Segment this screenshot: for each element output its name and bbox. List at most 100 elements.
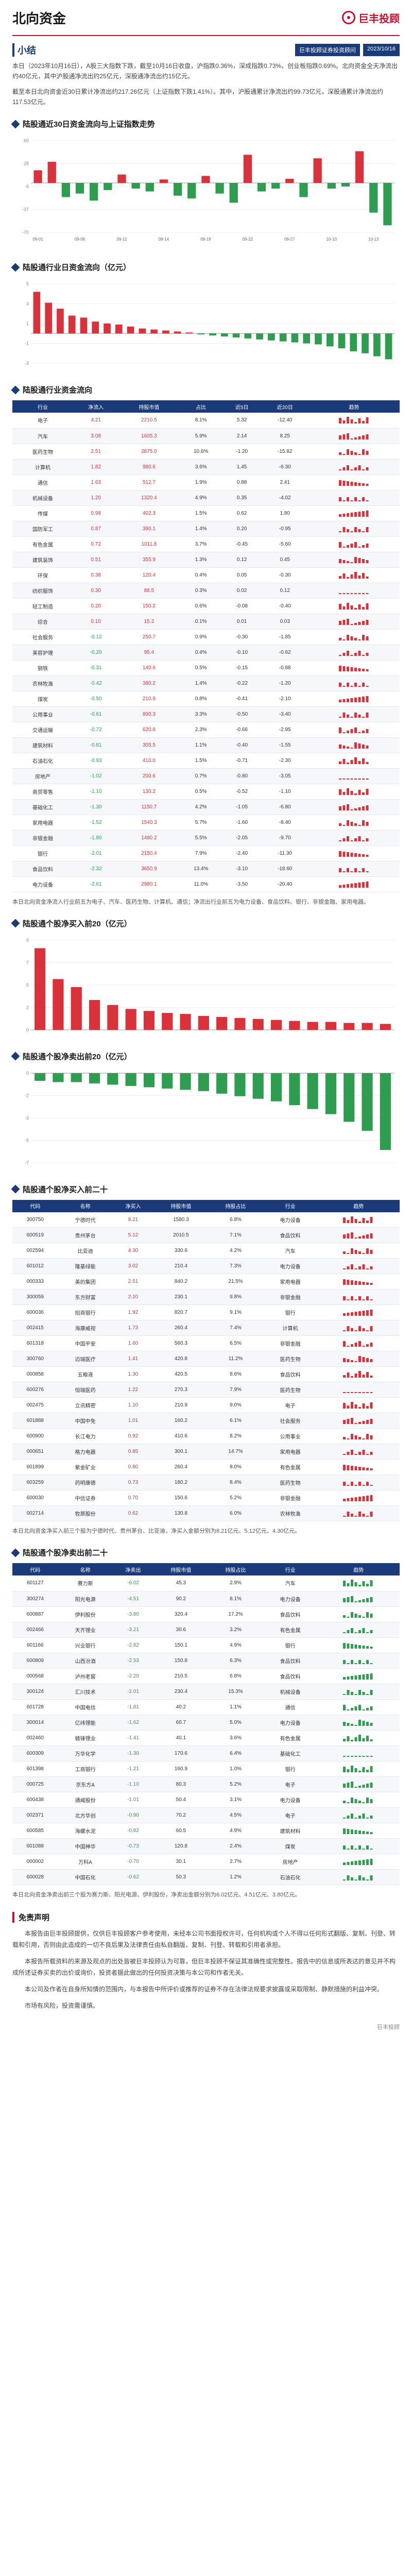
table-cell: 8.25 xyxy=(261,428,309,444)
spark-bar xyxy=(354,1281,357,1285)
table-cell: -6.80 xyxy=(261,799,309,815)
section-title-buy-table: 陆股通个股净买入前二十 xyxy=(11,1184,400,1195)
spark-bar xyxy=(342,791,346,795)
table-row: 601318 中国平安 1.60 560.3 6.5% 非银金融 xyxy=(12,1335,400,1351)
spark-bar xyxy=(366,467,369,470)
spark-bar xyxy=(342,732,346,733)
bar xyxy=(327,183,336,189)
table-cell: 50.4 xyxy=(153,1792,209,1808)
table-cell: -2.10 xyxy=(261,691,309,707)
spark-bar xyxy=(342,639,346,640)
trend-sparkline xyxy=(338,541,369,548)
table-cell xyxy=(308,552,400,568)
table-row: 600900 长江电力 0.92 410.6 8.2% 公用事业 xyxy=(12,1428,400,1444)
trend-sparkline xyxy=(338,820,369,826)
disclaimer-paragraph: 本报告由巨丰投顾提供，仅供巨丰投顾客户参考使用，未经本公司书面授权许可，任何机构… xyxy=(12,1929,396,1948)
spark-bar xyxy=(362,1813,365,1819)
spark-bar xyxy=(358,465,361,470)
spark-bar xyxy=(354,757,357,764)
trend-sparkline xyxy=(343,1341,373,1347)
spark-bar xyxy=(351,1723,354,1726)
table-cell xyxy=(317,1212,400,1228)
table-cell xyxy=(317,1823,400,1839)
spark-bar xyxy=(346,618,349,625)
table-cell: 格力电器 xyxy=(58,1444,113,1460)
trend-sparkline xyxy=(343,1845,373,1850)
spark-bar xyxy=(370,1663,373,1664)
table-cell: 银行 xyxy=(263,1761,318,1777)
table-cell: 国防军工 xyxy=(12,521,73,537)
bar xyxy=(174,331,181,334)
table-cell xyxy=(317,1715,400,1731)
diamond-icon xyxy=(11,263,20,272)
trend-sparkline xyxy=(343,1580,373,1587)
bar xyxy=(35,1073,46,1081)
spark-bar xyxy=(338,531,341,532)
spark-bar xyxy=(366,1584,369,1587)
table-cell: 万科A xyxy=(58,1854,113,1870)
spark-bar xyxy=(370,1613,373,1618)
table-cell: 1.45 xyxy=(222,459,262,475)
spark-bar xyxy=(351,1739,354,1741)
bar xyxy=(107,1005,118,1030)
spark-bar xyxy=(362,1802,365,1803)
spark-bar xyxy=(358,824,361,826)
table-cell: -0.66 xyxy=(222,722,262,738)
spark-bar xyxy=(343,1704,346,1710)
trend-sparkline xyxy=(343,1326,373,1331)
spark-bar xyxy=(338,654,341,656)
table-cell xyxy=(317,1575,400,1591)
spark-bar xyxy=(366,576,369,579)
table-cell: 601888 xyxy=(12,1413,58,1429)
table-cell xyxy=(308,768,400,784)
spark-bar xyxy=(343,1862,346,1865)
spark-bar xyxy=(362,1674,365,1680)
table-cell: -3.21 xyxy=(112,1622,154,1638)
table-cell: 3.08 xyxy=(73,428,119,444)
spark-bar xyxy=(346,762,349,764)
spark-bar xyxy=(338,851,341,857)
spark-bar xyxy=(351,1418,354,1424)
table-cell: 1150.7 xyxy=(118,799,180,815)
spark-bar xyxy=(362,792,365,795)
spark-bar xyxy=(347,1465,350,1470)
table-cell: -1.20 xyxy=(222,444,262,460)
spark-bar xyxy=(362,1859,365,1865)
footer-brand: 巨丰投顾 xyxy=(377,2024,400,2030)
table-cell xyxy=(317,1243,400,1259)
table-cell: 5.0% xyxy=(208,1715,263,1731)
spark-bar xyxy=(347,1722,350,1726)
table-row: 汽车 3.08 1605.3 5.9% 2.14 8.25 xyxy=(12,428,400,444)
table-row: 300014 亿纬锂能 -1.62 60.7 5.0% 电力设备 xyxy=(12,1715,400,1731)
table-cell: 纺织服饰 xyxy=(12,583,73,599)
bar xyxy=(143,1010,155,1030)
spark-bar xyxy=(343,1632,346,1633)
table-cell xyxy=(308,660,400,676)
table-row: 食品饮料 -2.32 3650.9 13.4% -3.10 -18.60 xyxy=(12,861,400,877)
table-cell: 综合 xyxy=(12,614,73,630)
spark-bar xyxy=(362,1357,365,1362)
spark-bar xyxy=(362,511,365,517)
spark-bar xyxy=(351,1376,354,1378)
table-cell: 180.2 xyxy=(153,1475,209,1490)
table-cell: 电力设备 xyxy=(263,1715,318,1731)
spark-bar xyxy=(354,622,357,625)
spark-bar xyxy=(366,1496,369,1501)
table-cell: -2.95 xyxy=(261,722,309,738)
spark-bar xyxy=(350,543,353,548)
spark-bar xyxy=(366,1673,369,1680)
table-cell: 3.3% xyxy=(179,706,222,722)
spark-bar xyxy=(338,592,341,594)
spark-bar xyxy=(366,854,369,857)
bar xyxy=(180,1013,191,1030)
spark-bar xyxy=(362,592,365,594)
spark-bar xyxy=(354,1582,357,1587)
table-cell: 30.1 xyxy=(153,1854,209,1870)
spark-bar xyxy=(366,527,369,532)
table-cell: 170.6 xyxy=(153,1745,209,1761)
table-cell xyxy=(308,536,400,552)
section-title-sell-chart: 陆股通个股净卖出前20（亿元） xyxy=(11,1051,400,1062)
table-cell: 40.2 xyxy=(153,1699,209,1715)
bar xyxy=(279,333,287,342)
spark-bar xyxy=(343,1499,346,1501)
